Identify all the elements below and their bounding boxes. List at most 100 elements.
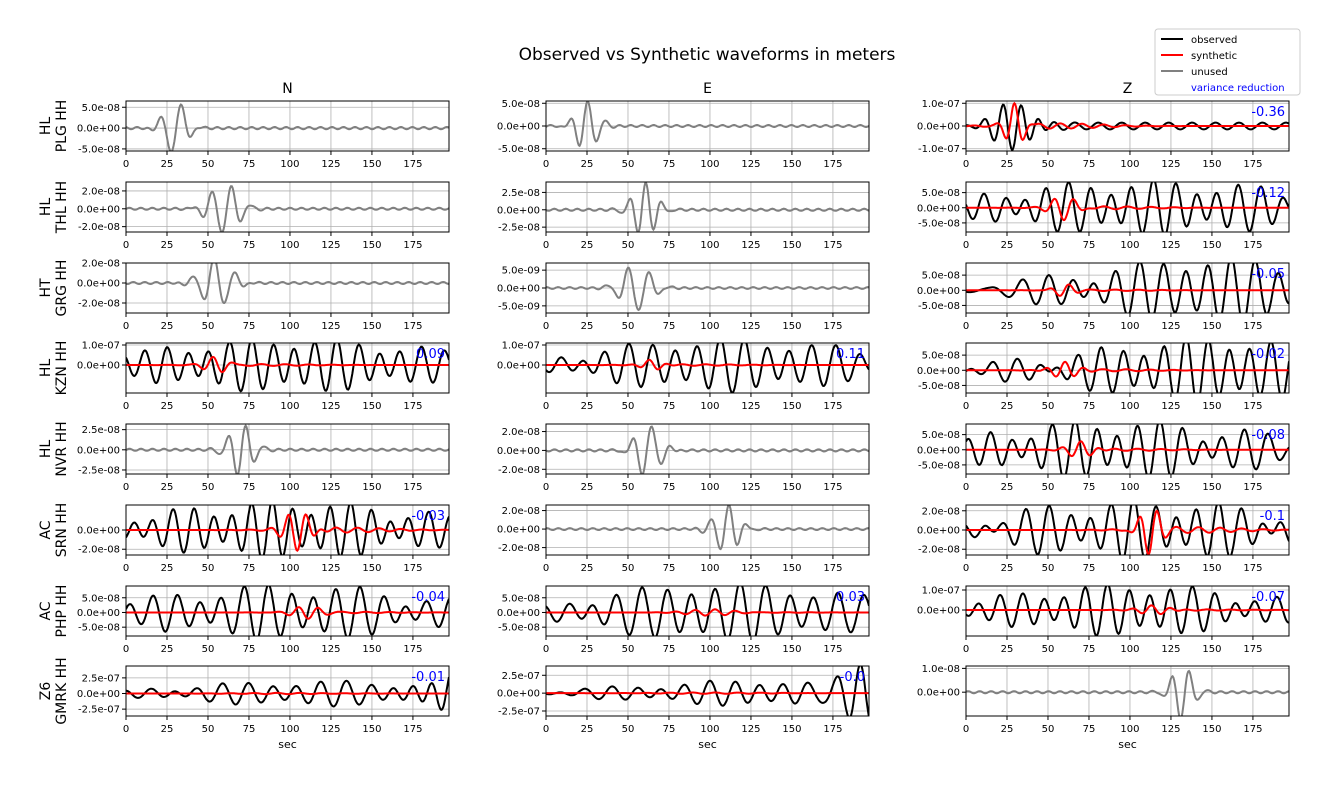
x-tick-label: 50 (622, 482, 635, 493)
x-tick-label: 100 (700, 482, 719, 493)
x-tick-label: 125 (321, 159, 340, 170)
y-tick-label: 1.0e-07 (502, 341, 540, 352)
variance-reduction-label: -0.03 (411, 509, 445, 524)
y-tick-label: 0.0e+00 (917, 606, 960, 617)
x-tick-label: 175 (403, 321, 422, 332)
synthetic-trace (966, 509, 1289, 555)
x-tick-label: 150 (782, 240, 801, 251)
panel-PLG-N: 0 25 50 75 100 125 150 175 5.0e-08 0.0e+00 -5.0e-0… (77, 100, 450, 170)
x-tick-label: 125 (321, 644, 340, 655)
x-tick-label: 50 (1042, 724, 1055, 735)
x-tick-label: 125 (741, 401, 760, 412)
x-tick-label: 75 (1083, 644, 1096, 655)
x-tick-label: 25 (581, 321, 594, 332)
station-label: AC SRN HH (38, 503, 70, 558)
panel-GMRK-E: 0 25 50 75 100 125 150 175 2.5e-07 0.0e+00 -2.5e-0… (497, 665, 870, 751)
panel-KZN-Z: 0 25 50 75 100 125 150 175 5.0e-08 0.0e+00 -5.0e-0… (917, 342, 1290, 412)
observed-trace (966, 586, 1289, 636)
x-tick-label: 100 (700, 401, 719, 412)
x-tick-label: 175 (823, 159, 842, 170)
y-tick-label: -2.0e-08 (78, 222, 120, 233)
x-tick-label: 150 (782, 563, 801, 574)
y-tick-label: -2.5e-08 (78, 465, 120, 476)
x-tick-label: 125 (741, 563, 760, 574)
y-tick-label: 1.0e-07 (82, 341, 120, 352)
variance-reduction-label: -0.02 (1251, 347, 1285, 362)
x-tick-label: 150 (1202, 401, 1221, 412)
x-tick-label: 75 (243, 644, 256, 655)
variance-reduction-label: -0.04 (411, 590, 445, 605)
x-tick-label: 75 (243, 401, 256, 412)
y-tick-label: -5.0e-08 (498, 623, 540, 634)
figure-title: Observed vs Synthetic waveforms in meter… (519, 45, 896, 65)
station-code: SRN HH (54, 503, 70, 558)
y-tick-label: 0.0e+00 (497, 122, 540, 133)
x-tick-label: 150 (782, 401, 801, 412)
x-tick-label: 125 (741, 321, 760, 332)
x-tick-label: 150 (782, 321, 801, 332)
x-tick-label: 75 (243, 321, 256, 332)
y-tick-label: 0.0e+00 (497, 205, 540, 216)
observed-trace (546, 586, 869, 636)
y-tick-label: 0.0e+00 (917, 286, 960, 297)
y-tick-label: -2.0e-08 (498, 543, 540, 554)
x-tick-label: 150 (1202, 321, 1221, 332)
station-label: HT GRG HH (38, 260, 70, 317)
y-tick-label: 0.0e+00 (77, 608, 120, 619)
y-tick-label: 0.0e+00 (77, 279, 120, 290)
x-tick-label: 75 (1083, 563, 1096, 574)
x-tick-label: 0 (123, 159, 129, 170)
x-tick-label: 100 (280, 724, 299, 735)
y-tick-label: -5.0e-08 (498, 144, 540, 155)
station-label: HL KZN HH (38, 341, 70, 396)
x-tick-label: 150 (362, 644, 381, 655)
x-tick-label: 175 (823, 321, 842, 332)
x-tick-label: 175 (823, 482, 842, 493)
panel-THL-N: 0 25 50 75 100 125 150 175 2.0e-08 0.0e+00 -2.0e-0… (77, 181, 450, 251)
x-tick-label: 125 (1161, 401, 1180, 412)
x-axis-label: sec (1118, 738, 1137, 751)
y-tick-label: 2.5e-08 (82, 425, 120, 436)
x-tick-label: 175 (403, 240, 422, 251)
y-tick-label: 0.0e+00 (77, 204, 120, 215)
x-tick-label: 125 (321, 724, 340, 735)
x-tick-label: 150 (362, 724, 381, 735)
y-tick-label: -5.0e-09 (498, 301, 540, 312)
x-tick-label: 100 (1120, 482, 1139, 493)
x-tick-label: 0 (543, 724, 549, 735)
x-tick-label: 100 (280, 482, 299, 493)
y-tick-label: 0.0e+00 (77, 445, 120, 456)
x-tick-label: 175 (823, 240, 842, 251)
x-tick-label: 25 (161, 482, 174, 493)
y-tick-label: 1.0e-08 (922, 664, 960, 675)
y-tick-label: 0.0e+00 (77, 361, 120, 372)
y-tick-label: 0.0e+00 (917, 445, 960, 456)
legend-entry: unused (1161, 67, 1228, 78)
x-tick-label: 125 (1161, 159, 1180, 170)
station-code: PLG HH (54, 100, 70, 153)
y-tick-label: 0.0e+00 (917, 122, 960, 133)
x-tick-label: 0 (543, 563, 549, 574)
x-tick-label: 175 (1243, 159, 1262, 170)
station-code: THL HH (54, 181, 70, 234)
x-tick-label: 25 (581, 401, 594, 412)
x-tick-label: 25 (581, 724, 594, 735)
observed-trace (966, 424, 1289, 474)
panel-SRN-N: 0 25 50 75 100 125 150 175 0.0e+00 -2.0e-08 -0.03 (77, 504, 450, 574)
observed-trace (966, 103, 1289, 151)
x-tick-label: 50 (1042, 321, 1055, 332)
x-tick-label: 175 (823, 724, 842, 735)
panel-GRG-Z: 0 25 50 75 100 125 150 175 5.0e-08 0.0e+00 -5.0e-0… (917, 262, 1290, 332)
x-tick-label: 175 (1243, 563, 1262, 574)
y-tick-label: -2.0e-08 (918, 545, 960, 556)
y-tick-label: -2.5e-07 (498, 707, 540, 718)
x-tick-label: 100 (280, 321, 299, 332)
legend-box (1154, 28, 1301, 96)
station-network: HL (38, 198, 54, 217)
x-tick-label: 175 (1243, 482, 1262, 493)
x-tick-label: 50 (1042, 401, 1055, 412)
x-tick-label: 175 (403, 724, 422, 735)
panel-frame (125, 342, 450, 394)
x-tick-label: 100 (700, 240, 719, 251)
x-tick-label: 50 (202, 644, 215, 655)
